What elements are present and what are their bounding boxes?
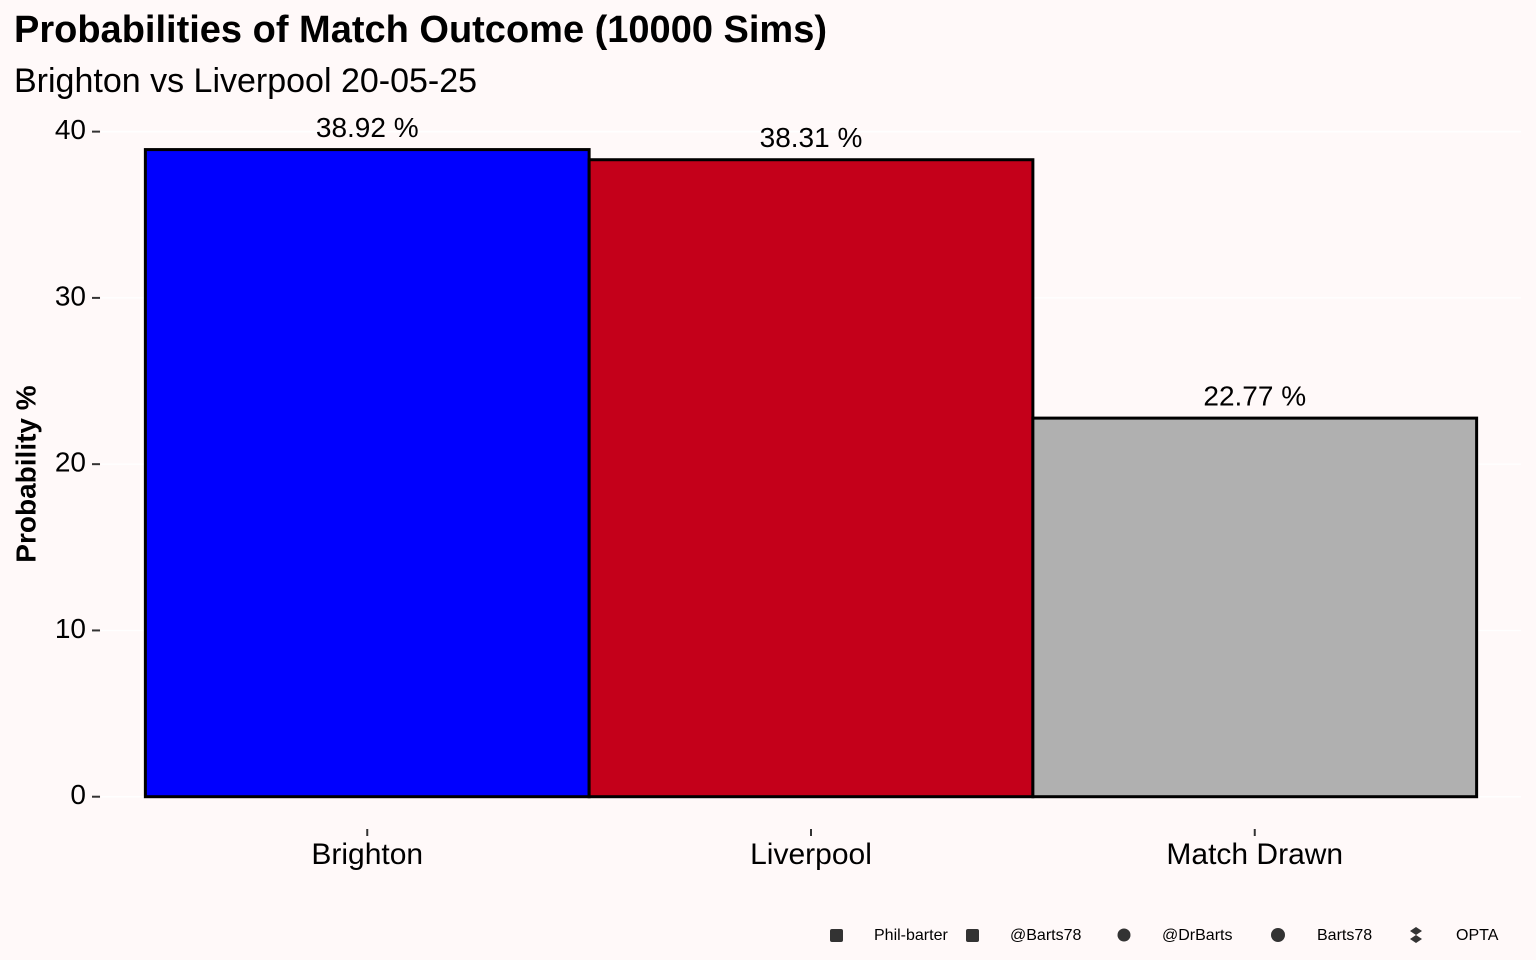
y-tick-label: 10	[55, 613, 86, 644]
value-label: 38.92 %	[316, 112, 419, 143]
caption-text: OPTA	[1456, 927, 1499, 944]
value-label: 22.77 %	[1203, 381, 1306, 412]
linkedin-icon	[830, 929, 843, 942]
x-tick-label: Liverpool	[750, 838, 872, 871]
bar	[1031, 416, 1479, 799]
y-tick-label: 40	[55, 114, 86, 145]
caption-text: @Barts78	[1010, 927, 1081, 944]
caption-text: @DrBarts	[1162, 927, 1232, 944]
caption-text: Phil-barter	[874, 927, 948, 944]
chart-title: Probabilities of Match Outcome (10000 Si…	[14, 9, 827, 51]
dropbox-icon	[1410, 927, 1422, 943]
x-tick-label: Match Drawn	[1166, 838, 1343, 871]
y-tick-label: 30	[55, 280, 86, 311]
y-tick-label: 0	[70, 779, 86, 810]
mastodon-icon	[1117, 928, 1131, 942]
caption-icons	[830, 927, 1422, 943]
chart-subtitle: Brighton vs Liverpool 20-05-25	[14, 62, 477, 100]
github-icon	[1271, 928, 1285, 942]
bar	[143, 148, 591, 799]
y-axis-label: Probability %	[10, 385, 41, 562]
x-tick-label: Brighton	[311, 838, 423, 871]
value-label: 38.31 %	[760, 122, 863, 153]
caption-text: Barts78	[1317, 927, 1372, 944]
x-icon	[966, 929, 979, 942]
y-tick-label: 20	[55, 447, 86, 478]
bar	[587, 158, 1035, 799]
